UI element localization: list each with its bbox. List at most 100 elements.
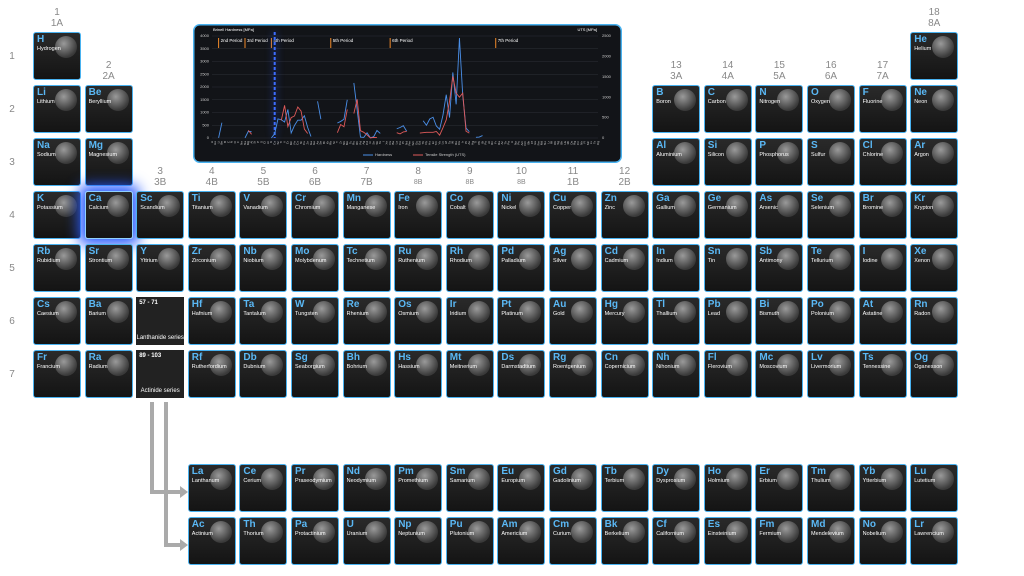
element-cell[interactable]: Cu Copper [549,191,597,239]
element-cell[interactable]: Ga Gallium [652,191,701,239]
element-cell[interactable]: Yb Ytterbium [858,464,907,512]
element-cell[interactable]: B Boron [652,85,701,133]
element-cell[interactable]: No Nobelium [858,517,907,565]
element-cell[interactable]: Te Tellurium [807,244,855,292]
element-cell[interactable]: Sc Scandium [136,191,185,239]
element-cell[interactable]: Og Oganesson [910,350,959,398]
element-cell[interactable]: Hs Hassium [394,350,443,398]
element-cell[interactable]: Cl Chlorine [858,138,907,186]
element-cell[interactable]: As Arsenic [755,191,804,239]
element-cell[interactable]: Hf Hafnium [187,297,236,345]
element-cell[interactable]: Ts Tennessine [858,350,907,398]
element-cell[interactable]: C Carbon [703,85,752,133]
element-cell[interactable]: Mo Molybdenum [291,244,339,292]
element-cell[interactable]: Cs Caesium [33,297,81,345]
element-cell[interactable]: Ce Cerium [239,464,288,512]
element-cell[interactable]: Si Silicon [703,138,752,186]
element-cell[interactable]: Re Rhenium [342,297,391,345]
element-cell[interactable]: Sg Seaborgium [291,350,339,398]
element-cell[interactable]: S Sulfur [807,138,855,186]
element-cell[interactable]: Hg Mercury [600,297,649,345]
element-cell[interactable]: Cd Cadmium [600,244,649,292]
element-cell[interactable]: Nd Neodymium [342,464,391,512]
element-cell[interactable]: Cr Chromium [291,191,339,239]
element-cell[interactable]: I Iodine [858,244,907,292]
element-cell[interactable]: Bi Bismuth [755,297,804,345]
element-cell[interactable]: K Potassium [33,191,81,239]
element-cell[interactable]: Ac Actinium [187,517,236,565]
element-cell[interactable]: V Vanadium [239,191,288,239]
element-cell[interactable]: Pa Protactinium [291,517,339,565]
element-cell[interactable]: Mc Moscovium [755,350,804,398]
element-cell[interactable]: Lr Lawrencium [910,517,959,565]
element-cell[interactable]: H Hydrogen [33,32,81,80]
element-cell[interactable]: Th Thorium [239,517,288,565]
element-cell[interactable]: Bk Berkelium [600,517,649,565]
element-cell[interactable]: Zn Zinc [600,191,649,239]
element-cell[interactable]: Sb Antimony [755,244,804,292]
element-cell[interactable]: Ba Barium [84,297,133,345]
element-cell[interactable]: Fe Iron [394,191,443,239]
element-cell[interactable]: O Oxygen [807,85,855,133]
element-cell[interactable]: Md Mendelevium [807,517,855,565]
element-cell[interactable]: Xe Xenon [910,244,959,292]
element-cell[interactable]: Ti Titanium [187,191,236,239]
element-cell[interactable]: Rf Rutherfordium [187,350,236,398]
element-cell[interactable]: Mg Magnesium [84,138,133,186]
element-cell[interactable]: Br Bromine [858,191,907,239]
element-cell[interactable]: La Lanthanum [187,464,236,512]
element-cell[interactable]: Be Beryllium [84,85,133,133]
element-cell[interactable]: Es Einsteinium [703,517,752,565]
element-cell[interactable]: Er Erbium [755,464,804,512]
element-cell[interactable]: Tl Thallium [652,297,701,345]
element-cell[interactable]: Ds Darmstadtium [497,350,546,398]
element-cell[interactable]: Sm Samarium [445,464,494,512]
element-cell[interactable]: Pd Palladium [497,244,546,292]
element-cell[interactable]: Gd Gadolinium [549,464,597,512]
element-cell[interactable]: Pu Plutonium [445,517,494,565]
element-cell[interactable]: Bh Bohrium [342,350,391,398]
element-cell[interactable]: Fr Francium [33,350,81,398]
element-cell[interactable]: At Astatine [858,297,907,345]
element-cell[interactable]: Cn Copernicium [600,350,649,398]
element-cell[interactable]: N Nitrogen [755,85,804,133]
element-cell[interactable]: Ca Calcium [84,191,133,239]
element-cell[interactable]: Pm Promethium [394,464,443,512]
element-cell[interactable]: Ho Holmium [703,464,752,512]
element-cell[interactable]: Se Selenium [807,191,855,239]
element-cell[interactable]: Ar Argon [910,138,959,186]
element-cell[interactable]: Dy Dysprosium [652,464,701,512]
element-cell[interactable]: Pt Platinum [497,297,546,345]
element-cell[interactable]: P Phosphorus [755,138,804,186]
element-cell[interactable]: Na Sodium [33,138,81,186]
element-cell[interactable]: Po Polonium [807,297,855,345]
element-cell[interactable]: Ta Tantalum [239,297,288,345]
element-cell[interactable]: Co Cobalt [445,191,494,239]
element-cell[interactable]: Ge Germanium [703,191,752,239]
element-cell[interactable]: Fl Flerovium [703,350,752,398]
element-cell[interactable]: Mn Manganese [342,191,391,239]
element-cell[interactable]: F Fluorine [858,85,907,133]
element-cell[interactable]: Am Americium [497,517,546,565]
element-cell[interactable]: He Helium [910,32,959,80]
element-cell[interactable]: Np Neptunium [394,517,443,565]
element-cell[interactable]: Rh Rhodium [445,244,494,292]
element-cell[interactable]: Rb Rubidium [33,244,81,292]
element-cell[interactable]: Fm Fermium [755,517,804,565]
element-cell[interactable]: Mt Meitnerium [445,350,494,398]
element-cell[interactable]: Tb Terbium [600,464,649,512]
element-cell[interactable]: Sr Strontium [84,244,133,292]
element-cell[interactable]: Al Aluminium [652,138,701,186]
element-cell[interactable]: Cm Curium [549,517,597,565]
element-cell[interactable]: Lv Livermorium [807,350,855,398]
element-cell[interactable]: Sn Tin [703,244,752,292]
element-cell[interactable]: W Tungsten [291,297,339,345]
element-cell[interactable]: Y Yttrium [136,244,185,292]
element-cell[interactable]: Li Lithium [33,85,81,133]
element-cell[interactable]: Eu Europium [497,464,546,512]
element-cell[interactable]: U Uranium [342,517,391,565]
element-cell[interactable]: Nb Niobium [239,244,288,292]
element-cell[interactable]: In Indium [652,244,701,292]
element-cell[interactable]: Os Osmium [394,297,443,345]
element-cell[interactable]: Rg Roentgenium [549,350,597,398]
